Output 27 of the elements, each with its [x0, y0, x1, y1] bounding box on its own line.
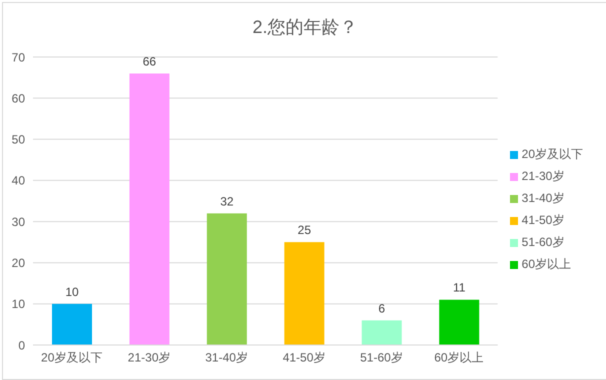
y-tick-label: 20 [12, 256, 26, 270]
data-label: 6 [378, 301, 386, 316]
y-tick-label: 10 [12, 297, 26, 312]
y-tick-label: 0 [18, 338, 26, 352]
x-tick-label: 41-50岁 [282, 350, 326, 365]
legend-label: 20岁及以下 [522, 147, 583, 161]
y-tick-label: 30 [12, 214, 26, 229]
data-label: 25 [298, 223, 312, 238]
y-tick-label: 60 [12, 91, 26, 106]
x-tick-label: 31-40岁 [205, 350, 248, 365]
legend-label: 21-30岁 [522, 169, 564, 183]
legend-label: 60岁以上 [522, 257, 571, 271]
legend-label: 51-60岁 [522, 235, 564, 249]
chart-title: 2.您的年龄？ [251, 16, 358, 39]
legend-label: 41-50岁 [522, 213, 564, 227]
data-label: 66 [142, 54, 156, 68]
data-label: 11 [452, 280, 466, 295]
y-tick-label: 40 [12, 174, 26, 188]
x-tick-label: 21-30岁 [128, 350, 171, 365]
x-tick-label: 20岁及以下 [41, 350, 102, 365]
data-label: 32 [220, 194, 234, 208]
data-label: 10 [65, 284, 79, 299]
legend-label: 31-40岁 [522, 191, 564, 205]
y-tick-label: 50 [12, 132, 26, 147]
y-tick-label: 70 [12, 50, 26, 64]
x-tick-label: 51-60岁 [360, 350, 403, 365]
x-tick-label: 60岁以上 [434, 350, 484, 365]
